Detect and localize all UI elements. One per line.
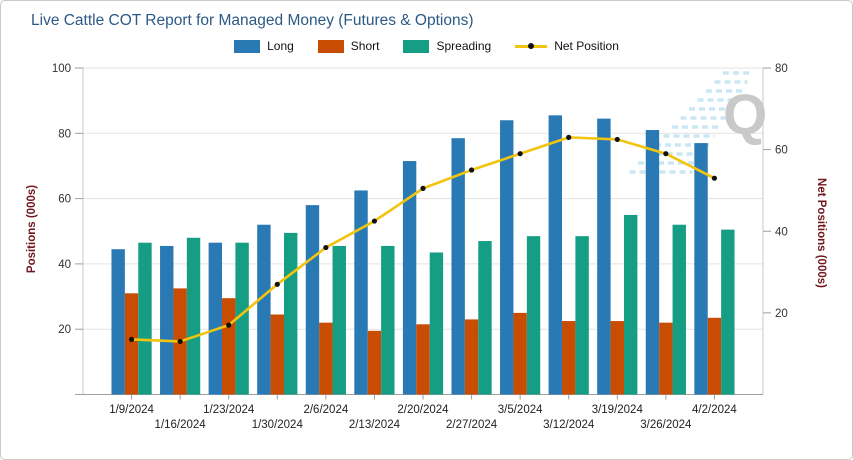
legend-label: Long	[267, 39, 294, 53]
bar-short	[464, 319, 479, 395]
x-axis-label: 2/6/2024	[303, 404, 348, 416]
bar-short	[270, 314, 284, 395]
line-marker	[614, 136, 620, 143]
bar-long	[402, 161, 417, 395]
x-axis-label: 3/12/2024	[543, 419, 595, 431]
bar-long	[111, 249, 125, 395]
line-marker	[711, 175, 718, 181]
bar-short	[416, 324, 430, 395]
bar-long	[451, 138, 465, 395]
left-axis-tick-label: 60	[58, 194, 71, 206]
bar-spreading	[283, 232, 298, 395]
bar-short	[222, 298, 236, 395]
spreading-swatch-icon	[403, 39, 430, 53]
line-marker	[663, 151, 669, 157]
x-axis-label: 4/2/2024	[692, 404, 737, 416]
right-axis-tick-label: 80	[775, 63, 788, 75]
bar-long	[354, 190, 368, 395]
bar-spreading	[429, 252, 444, 395]
bar-short	[659, 322, 673, 395]
x-axis-label: 2/20/2024	[397, 404, 449, 416]
x-axis-label: 2/27/2024	[446, 419, 498, 431]
short-swatch-icon	[317, 39, 344, 53]
bar-short	[707, 317, 722, 395]
bar-spreading	[672, 224, 686, 395]
left-axis-tick-label: 20	[58, 324, 71, 336]
bar-spreading	[186, 237, 201, 395]
net-position-line-icon	[515, 40, 548, 53]
bar-spreading	[235, 242, 249, 395]
x-axis-label: 3/5/2024	[498, 404, 543, 416]
legend-item-short: Short	[317, 39, 380, 53]
legend-label: Spreading	[436, 39, 492, 53]
bar-spreading	[623, 214, 638, 395]
bar-spreading	[332, 245, 346, 395]
bar-spreading	[478, 241, 492, 395]
right-axis-tick-label: 20	[775, 308, 788, 320]
bar-spreading	[381, 245, 395, 395]
bar-spreading	[721, 229, 735, 395]
bar-short	[319, 322, 333, 395]
bar-short	[513, 312, 527, 395]
net-position-marker-glyph	[528, 43, 535, 49]
line-marker	[226, 322, 232, 328]
line-marker	[274, 281, 280, 287]
chart-title: Live Cattle COT Report for Managed Money…	[31, 12, 474, 29]
bar-short	[124, 293, 139, 395]
bar-long	[645, 130, 660, 395]
x-axis-label: 2/13/2024	[349, 419, 401, 431]
left-axis-tick-label: 80	[58, 128, 71, 140]
line-marker	[323, 244, 329, 251]
line-marker	[420, 185, 426, 191]
legend-label: Short	[350, 39, 380, 53]
line-marker	[468, 167, 475, 173]
bar-long	[597, 118, 611, 395]
right-axis-tick-label: 40	[775, 226, 788, 238]
bar-long	[500, 120, 514, 395]
line-marker	[566, 134, 572, 140]
bar-long	[160, 245, 174, 395]
bar-long	[305, 205, 320, 395]
bar-short	[562, 321, 576, 395]
x-axis-label: 3/19/2024	[592, 404, 644, 416]
chart-legend: Long Short Spreading Net Position	[1, 39, 852, 53]
bar-long	[694, 143, 708, 395]
line-marker	[128, 336, 135, 343]
legend-item-long: Long	[234, 39, 294, 53]
watermark-letter-icon: Q	[723, 83, 767, 147]
bar-short	[610, 321, 624, 395]
bar-long	[548, 115, 563, 395]
long-swatch-icon	[234, 39, 261, 53]
x-axis-label: 3/26/2024	[640, 419, 692, 431]
line-marker	[517, 151, 523, 157]
legend-label: Net Position	[554, 39, 619, 53]
x-axis-label: 1/9/2024	[109, 404, 154, 416]
legend-item-spreading: Spreading	[403, 39, 491, 53]
legend-item-net-position: Net Position	[515, 39, 619, 53]
left-axis-tick-label: 100	[52, 63, 71, 75]
bar-long	[257, 224, 271, 395]
bar-long	[208, 242, 223, 395]
line-marker	[371, 218, 378, 224]
x-axis-label: 1/23/2024	[203, 404, 255, 416]
bar-spreading	[575, 236, 589, 395]
x-axis-label: 1/16/2024	[155, 419, 207, 431]
line-marker	[177, 338, 183, 345]
x-axis-label: 1/30/2024	[252, 419, 304, 431]
left-axis-tick-label: 40	[58, 259, 71, 271]
right-axis-tick-label: 60	[775, 145, 788, 157]
bar-spreading	[526, 236, 541, 395]
bar-short	[367, 330, 382, 395]
bar-spreading	[138, 242, 152, 395]
